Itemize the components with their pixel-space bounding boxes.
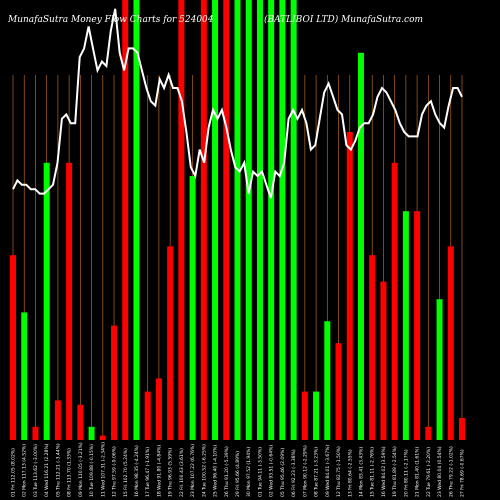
x-tick-label: 02 Wed 93.51 (-0.64%) xyxy=(269,445,275,497)
x-tick-labels: 01 Fri 112.05 (8.02%) 02 Mon 117.13 (4.52… xyxy=(11,442,466,497)
x-tick-label: 19 Thu 96.93 (5.59%) xyxy=(168,448,174,497)
x-tick-label: 15 Fri 102.70 (5.24%) xyxy=(123,448,129,497)
x-tick-label: 30 Mon 97.52 (1.94%) xyxy=(246,447,252,497)
x-tick-label: 26 Thu 91.20 (-5.39%) xyxy=(224,446,230,497)
x-tick-label: 27 Fri 78.69 (-0.67%) xyxy=(460,449,466,497)
x-tick-label: 12 Thu 97.59 (-9.06%) xyxy=(112,446,118,497)
x-tick-label: 17 Tue 96.47 (-1.91%) xyxy=(145,447,151,497)
bars xyxy=(10,0,465,441)
x-tick-label: 16 Mon 98.35 (-4.24%) xyxy=(134,445,140,497)
bar xyxy=(290,0,297,440)
chart-title-center: (BATLIBOI LTD) MunafaSutra.com xyxy=(264,14,423,25)
bar xyxy=(189,176,196,440)
bar xyxy=(200,0,207,440)
x-tick-label: 20 Fri 80.11 (-2.17%) xyxy=(403,449,409,497)
x-tick-label: 16 Wed 84.02 (3.59%) xyxy=(381,446,387,497)
bar xyxy=(357,52,364,441)
bar xyxy=(10,255,16,440)
bar xyxy=(459,418,465,440)
x-tick-label: 12 Thu 82.75 (-1.50%) xyxy=(336,446,342,497)
x-tick-label: 08 Fri 113.70 (1.33%) xyxy=(67,448,73,497)
bar xyxy=(279,0,286,440)
bar xyxy=(111,325,118,440)
bar xyxy=(268,0,275,440)
x-tick-label: 05 Thu 95.46 (2.09%) xyxy=(280,448,286,497)
bar xyxy=(391,162,398,441)
bar xyxy=(43,162,50,441)
x-tick-label: 09 Mon 110.05 (-3.21%) xyxy=(78,442,84,497)
money-flow-line xyxy=(12,8,463,199)
x-tick-label: 25 Wed 96.40 (-4.10%) xyxy=(213,445,219,497)
x-tick-label: 15 Tue 81.11 (-2.76%) xyxy=(370,447,376,497)
x-tick-label: 01 Fri 112.05 (8.02%) xyxy=(11,448,17,497)
chart-title-left: MunafaSutra Money Flow Charts for 524004 xyxy=(7,15,214,25)
bar xyxy=(122,0,129,440)
bar xyxy=(212,0,219,440)
bar xyxy=(335,343,342,440)
bar xyxy=(66,162,73,441)
x-tick-label: 01 Tue 94.11 (-3.50%) xyxy=(257,447,263,497)
x-tick-label: 05 Thu 112.21 (-3.44%) xyxy=(55,443,61,497)
bar xyxy=(223,0,230,440)
x-tick-label: 14 Mon 83.41 (3.43%) xyxy=(358,447,364,497)
bar xyxy=(425,426,432,440)
x-tick-label: 02 Mon 117.13 (4.52%) xyxy=(22,444,28,497)
x-tick-label: 21 Mon 81.40 (1.61%) xyxy=(415,447,421,497)
bar xyxy=(77,404,84,440)
x-tick-label: 24 Tue 100.52 (-6.25%) xyxy=(201,444,207,497)
x-tick-label: 06 Fri 92.23 (-3.38%) xyxy=(291,449,297,497)
x-tick-label: 07 Mon 90.12 (-2.29%) xyxy=(302,445,308,497)
bar xyxy=(32,426,39,440)
bar xyxy=(256,0,263,440)
x-tick-label: 11 Wed 107.31 (-2.34%) xyxy=(100,442,106,497)
x-tick-label: 23 Mon 107.22 (6.76%) xyxy=(190,444,196,497)
bar xyxy=(369,255,376,440)
x-tick-label: 22 Fri 100.43 (3.61%) xyxy=(179,448,185,497)
bar xyxy=(245,0,252,440)
bar xyxy=(234,0,241,440)
x-tick-label: 04 Wed 116.21 (2.28%) xyxy=(44,443,50,497)
bar xyxy=(155,378,162,440)
bar xyxy=(436,299,443,440)
bar xyxy=(178,0,185,440)
x-tick-label: 18 Wed 91.80 (-4.84%) xyxy=(156,445,162,497)
bar xyxy=(324,321,331,440)
bar xyxy=(414,211,421,440)
x-tick-label: 29 Fri 95.66 (4.89%) xyxy=(235,451,241,497)
bar xyxy=(133,0,140,440)
bar xyxy=(380,281,387,440)
x-tick-label: 19 Thu 81.89 (-2.54%) xyxy=(392,446,398,497)
bar xyxy=(402,211,409,440)
bar xyxy=(21,312,28,440)
x-tick-label: 22 Tue 79.61 (-2.20%) xyxy=(426,447,432,497)
bar xyxy=(447,246,454,440)
bar xyxy=(301,391,308,440)
x-tick-label: 13 Fri 80.64 (-2.55%) xyxy=(347,449,353,497)
x-tick-label: 03 Tue 113.62 (-3.00%) xyxy=(33,444,39,497)
bar xyxy=(313,391,320,440)
x-tick-label: 08 Tue 87.21 (-3.23%) xyxy=(314,447,320,497)
bar xyxy=(99,435,106,440)
bar xyxy=(346,132,353,440)
bar xyxy=(144,391,151,440)
x-tick-label: 09 Wed 84.01 (-3.67%) xyxy=(325,445,331,497)
x-tick-label: 23 Wed 80.04 (0.54%) xyxy=(437,446,443,497)
bar xyxy=(88,426,95,440)
bar xyxy=(54,400,61,440)
x-tick-label: 26 Thu 79.22 (-1.02%) xyxy=(448,446,454,497)
x-tick-label: 10 Tue 109.88 (-0.15%) xyxy=(89,444,95,497)
bar xyxy=(167,246,174,440)
